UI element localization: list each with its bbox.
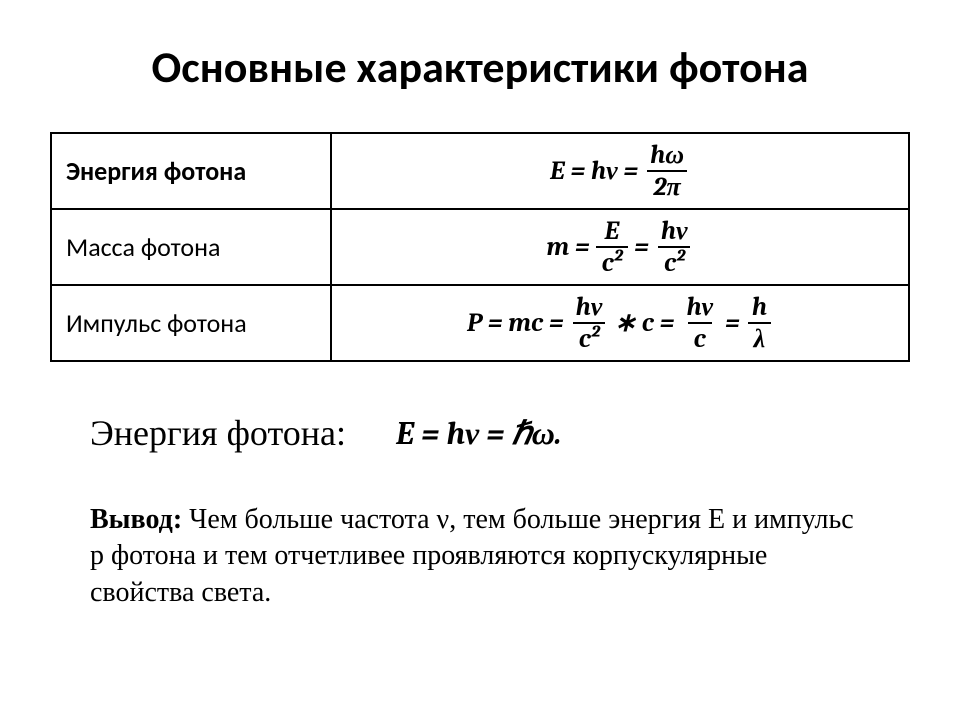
row-formula-energy: E = hν = hω 2π bbox=[331, 133, 909, 209]
numerator: hν bbox=[680, 294, 719, 322]
fraction: hν c² bbox=[570, 294, 609, 352]
conclusion-text: Чем больше частота ν, тем больше энергия… bbox=[90, 504, 854, 608]
formula-text: = bbox=[634, 232, 649, 262]
row-label-mass: Масса фотона bbox=[51, 209, 331, 285]
row-formula-momentum: P = mc = hν c² ∗ c = hν c = h λ bbox=[331, 285, 909, 361]
table-row: Импульс фотона P = mc = hν c² ∗ c = hν c… bbox=[51, 285, 909, 361]
numerator: E bbox=[598, 218, 625, 246]
energy-summary-label: Энергия фотона: bbox=[90, 412, 346, 454]
slide: Основные характеристики фотона Энергия ф… bbox=[0, 0, 960, 720]
row-label-momentum: Импульс фотона bbox=[51, 285, 331, 361]
denominator: c² bbox=[596, 246, 628, 276]
denominator: λ bbox=[748, 322, 772, 352]
denominator: c² bbox=[658, 246, 690, 276]
numerator: hν bbox=[655, 218, 694, 246]
table-row: Энергия фотона E = hν = hω 2π bbox=[51, 133, 909, 209]
fraction: hν c bbox=[680, 294, 719, 352]
row-formula-mass: m = E c² = hν c² bbox=[331, 209, 909, 285]
row-label-energy: Энергия фотона bbox=[51, 133, 331, 209]
formula-text: E = hν = bbox=[550, 156, 638, 186]
denominator: 2π bbox=[647, 170, 686, 200]
numerator: hω bbox=[644, 142, 690, 170]
photon-table: Энергия фотона E = hν = hω 2π Масса фото… bbox=[50, 132, 910, 362]
fraction: h λ bbox=[746, 294, 773, 352]
formula-text: = bbox=[725, 308, 740, 338]
energy-summary-formula: E = hν = ℏω. bbox=[396, 414, 561, 452]
denominator: c bbox=[688, 322, 712, 352]
fraction: hν c² bbox=[655, 218, 694, 276]
energy-summary-line: Энергия фотона: E = hν = ℏω. bbox=[50, 412, 910, 454]
table-row: Масса фотона m = E c² = hν c² bbox=[51, 209, 909, 285]
numerator: hν bbox=[570, 294, 609, 322]
formula-text: ∗ c = bbox=[614, 308, 674, 338]
fraction: E c² bbox=[596, 218, 628, 276]
denominator: c² bbox=[573, 322, 605, 352]
fraction: hω 2π bbox=[644, 142, 690, 200]
numerator: h bbox=[746, 294, 773, 322]
formula-text: P = mc = bbox=[467, 308, 564, 338]
slide-title: Основные характеристики фотона bbox=[50, 40, 910, 94]
formula-text: m = bbox=[546, 232, 589, 262]
conclusion-paragraph: Вывод: Чем больше частота ν, тем больше … bbox=[50, 502, 910, 611]
conclusion-lead: Вывод: bbox=[90, 504, 182, 535]
